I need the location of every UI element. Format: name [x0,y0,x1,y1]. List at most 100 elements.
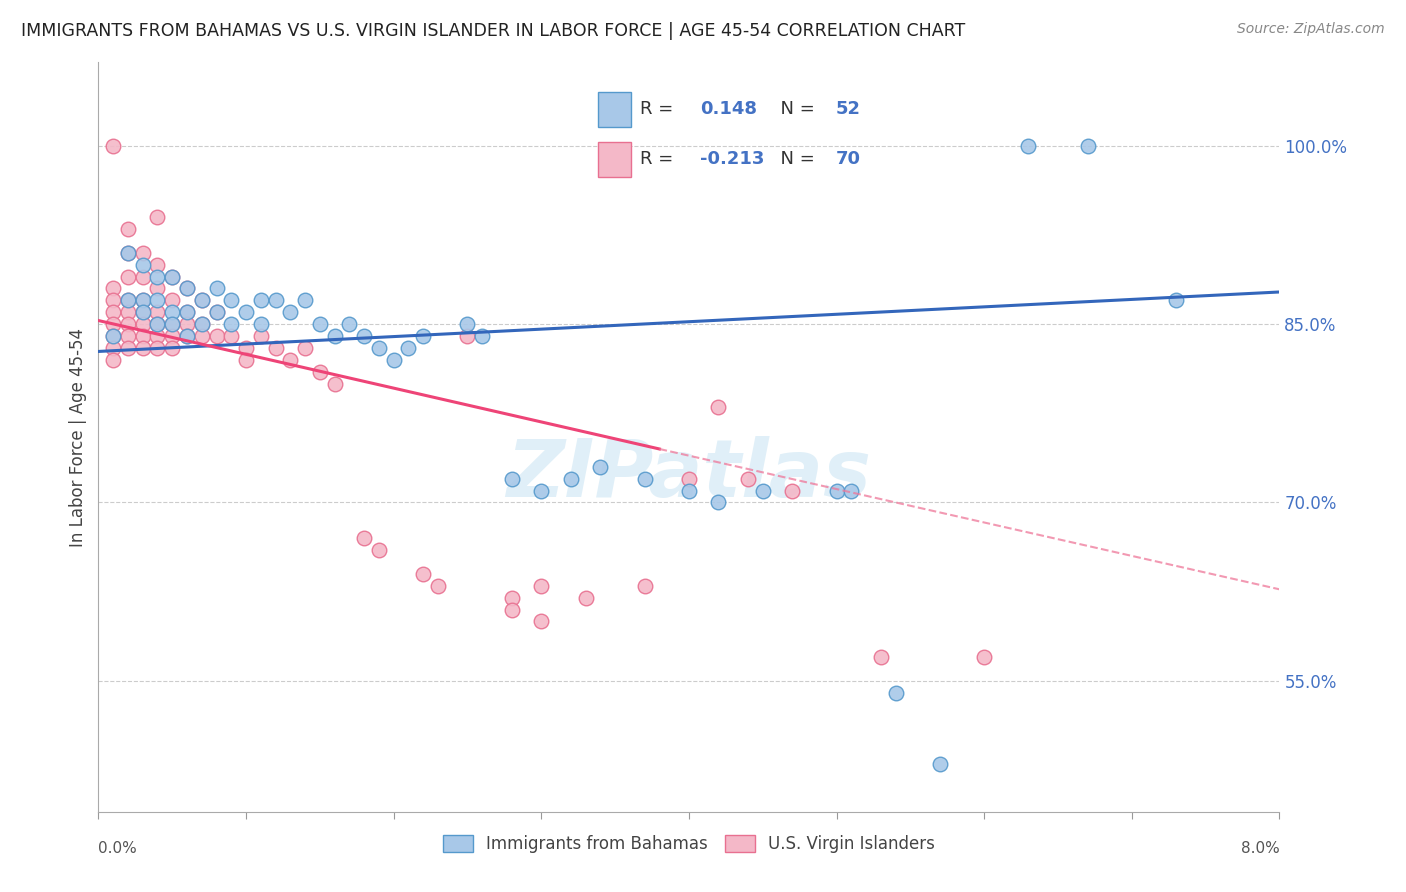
Point [221,293,243,308]
Point [589,459,612,474]
Point [191,293,214,308]
Point [162,317,183,331]
Point [146,317,169,331]
Point [205,281,228,295]
Point [103,352,125,367]
Point [501,602,523,616]
Point [501,472,523,486]
Point [323,376,346,391]
Point [176,317,198,331]
Point [132,258,155,272]
Point [176,329,198,343]
Point [368,543,391,558]
Point [176,329,198,343]
Text: Source: ZipAtlas.com: Source: ZipAtlas.com [1237,22,1385,37]
Point [205,329,228,343]
Point [250,329,273,343]
Point [264,341,287,355]
Point [752,483,775,498]
Point [146,293,169,308]
Point [250,317,273,331]
Point [162,329,183,343]
Point [176,305,198,319]
Point [132,317,155,331]
Point [235,305,257,319]
Point [162,293,183,308]
Point [575,591,598,605]
Point [162,317,183,331]
Point [117,329,139,343]
Point [737,472,759,486]
Point [457,329,479,343]
Text: 8.0%: 8.0% [1240,841,1279,856]
Point [103,329,125,343]
Point [1166,293,1188,308]
Point [634,472,657,486]
Point [103,329,125,343]
Point [457,317,479,331]
Point [103,305,125,319]
Point [884,686,907,700]
Point [412,329,434,343]
Point [176,281,198,295]
Point [1077,138,1099,153]
Point [368,341,391,355]
Point [634,579,657,593]
Point [117,269,139,284]
Point [132,293,155,308]
Point [191,317,214,331]
Point [176,281,198,295]
Point [117,305,139,319]
Point [398,341,420,355]
Point [117,317,139,331]
Point [146,210,169,224]
Point [250,293,273,308]
Point [162,269,183,284]
Point [146,269,169,284]
Point [162,341,183,355]
Point [132,305,155,319]
Text: ZIPatlas: ZIPatlas [506,435,872,514]
Point [870,650,893,665]
Point [707,495,730,509]
Point [162,305,183,319]
Point [103,138,125,153]
Point [280,305,302,319]
Point [146,317,169,331]
Point [235,341,257,355]
Point [294,341,316,355]
Point [132,245,155,260]
Point [530,483,553,498]
Point [117,222,139,236]
Point [176,305,198,319]
Point [530,579,553,593]
Point [146,305,169,319]
Point [103,293,125,308]
Point [560,472,582,486]
Point [191,329,214,343]
Point [162,269,183,284]
Point [132,293,155,308]
Point [132,341,155,355]
Point [353,531,375,545]
Point [146,341,169,355]
Point [221,329,243,343]
Point [678,472,700,486]
Point [205,305,228,319]
Point [929,757,952,772]
Point [782,483,804,498]
Point [707,401,730,415]
Point [501,591,523,605]
Point [678,483,700,498]
Point [132,305,155,319]
Point [825,483,848,498]
Point [412,566,434,581]
Point [1018,138,1040,153]
Point [339,317,361,331]
Point [841,483,863,498]
Point [103,317,125,331]
Point [132,329,155,343]
Point [309,317,332,331]
Point [382,352,405,367]
Text: 0.0%: 0.0% [98,841,138,856]
